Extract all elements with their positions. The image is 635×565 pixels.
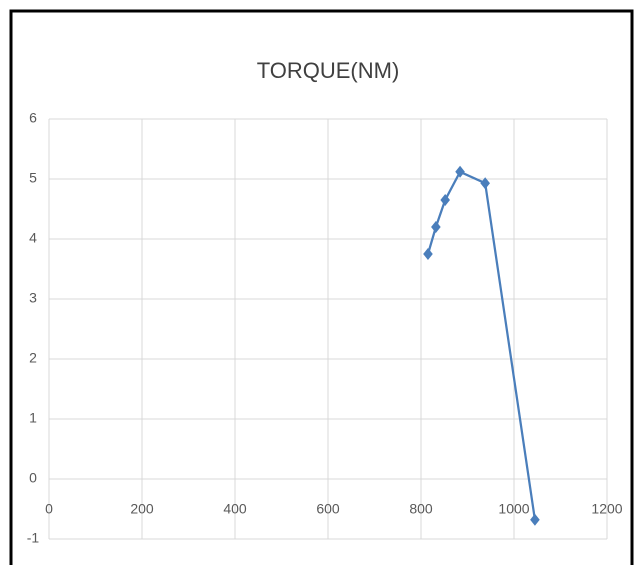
y-tick-label: 5 <box>29 170 37 186</box>
chart-title: TORQUE(NM) <box>257 58 400 83</box>
y-tick-label: -1 <box>27 530 40 546</box>
marker <box>530 513 540 526</box>
x-tick-label: 1200 <box>591 501 622 517</box>
marker <box>480 177 490 190</box>
x-tick-label: 1000 <box>498 501 529 517</box>
x-tick-label: 200 <box>130 501 154 517</box>
marker <box>431 221 441 233</box>
y-tick-label: 3 <box>29 290 37 306</box>
y-tick-label: 6 <box>29 110 37 126</box>
x-tick-label: 0 <box>45 501 53 517</box>
y-tick-label: 0 <box>29 470 37 486</box>
x-tick-label: 800 <box>409 501 433 517</box>
y-tick-label: 2 <box>29 350 37 366</box>
marker <box>455 165 465 178</box>
y-tick-label: 4 <box>29 230 37 246</box>
x-tick-label: 400 <box>223 501 247 517</box>
frame <box>9 9 634 565</box>
marker <box>423 248 433 260</box>
y-tick-label: 1 <box>29 410 37 426</box>
x-tick-label: 600 <box>316 501 340 517</box>
marker <box>440 194 450 206</box>
series-line <box>426 170 537 520</box>
